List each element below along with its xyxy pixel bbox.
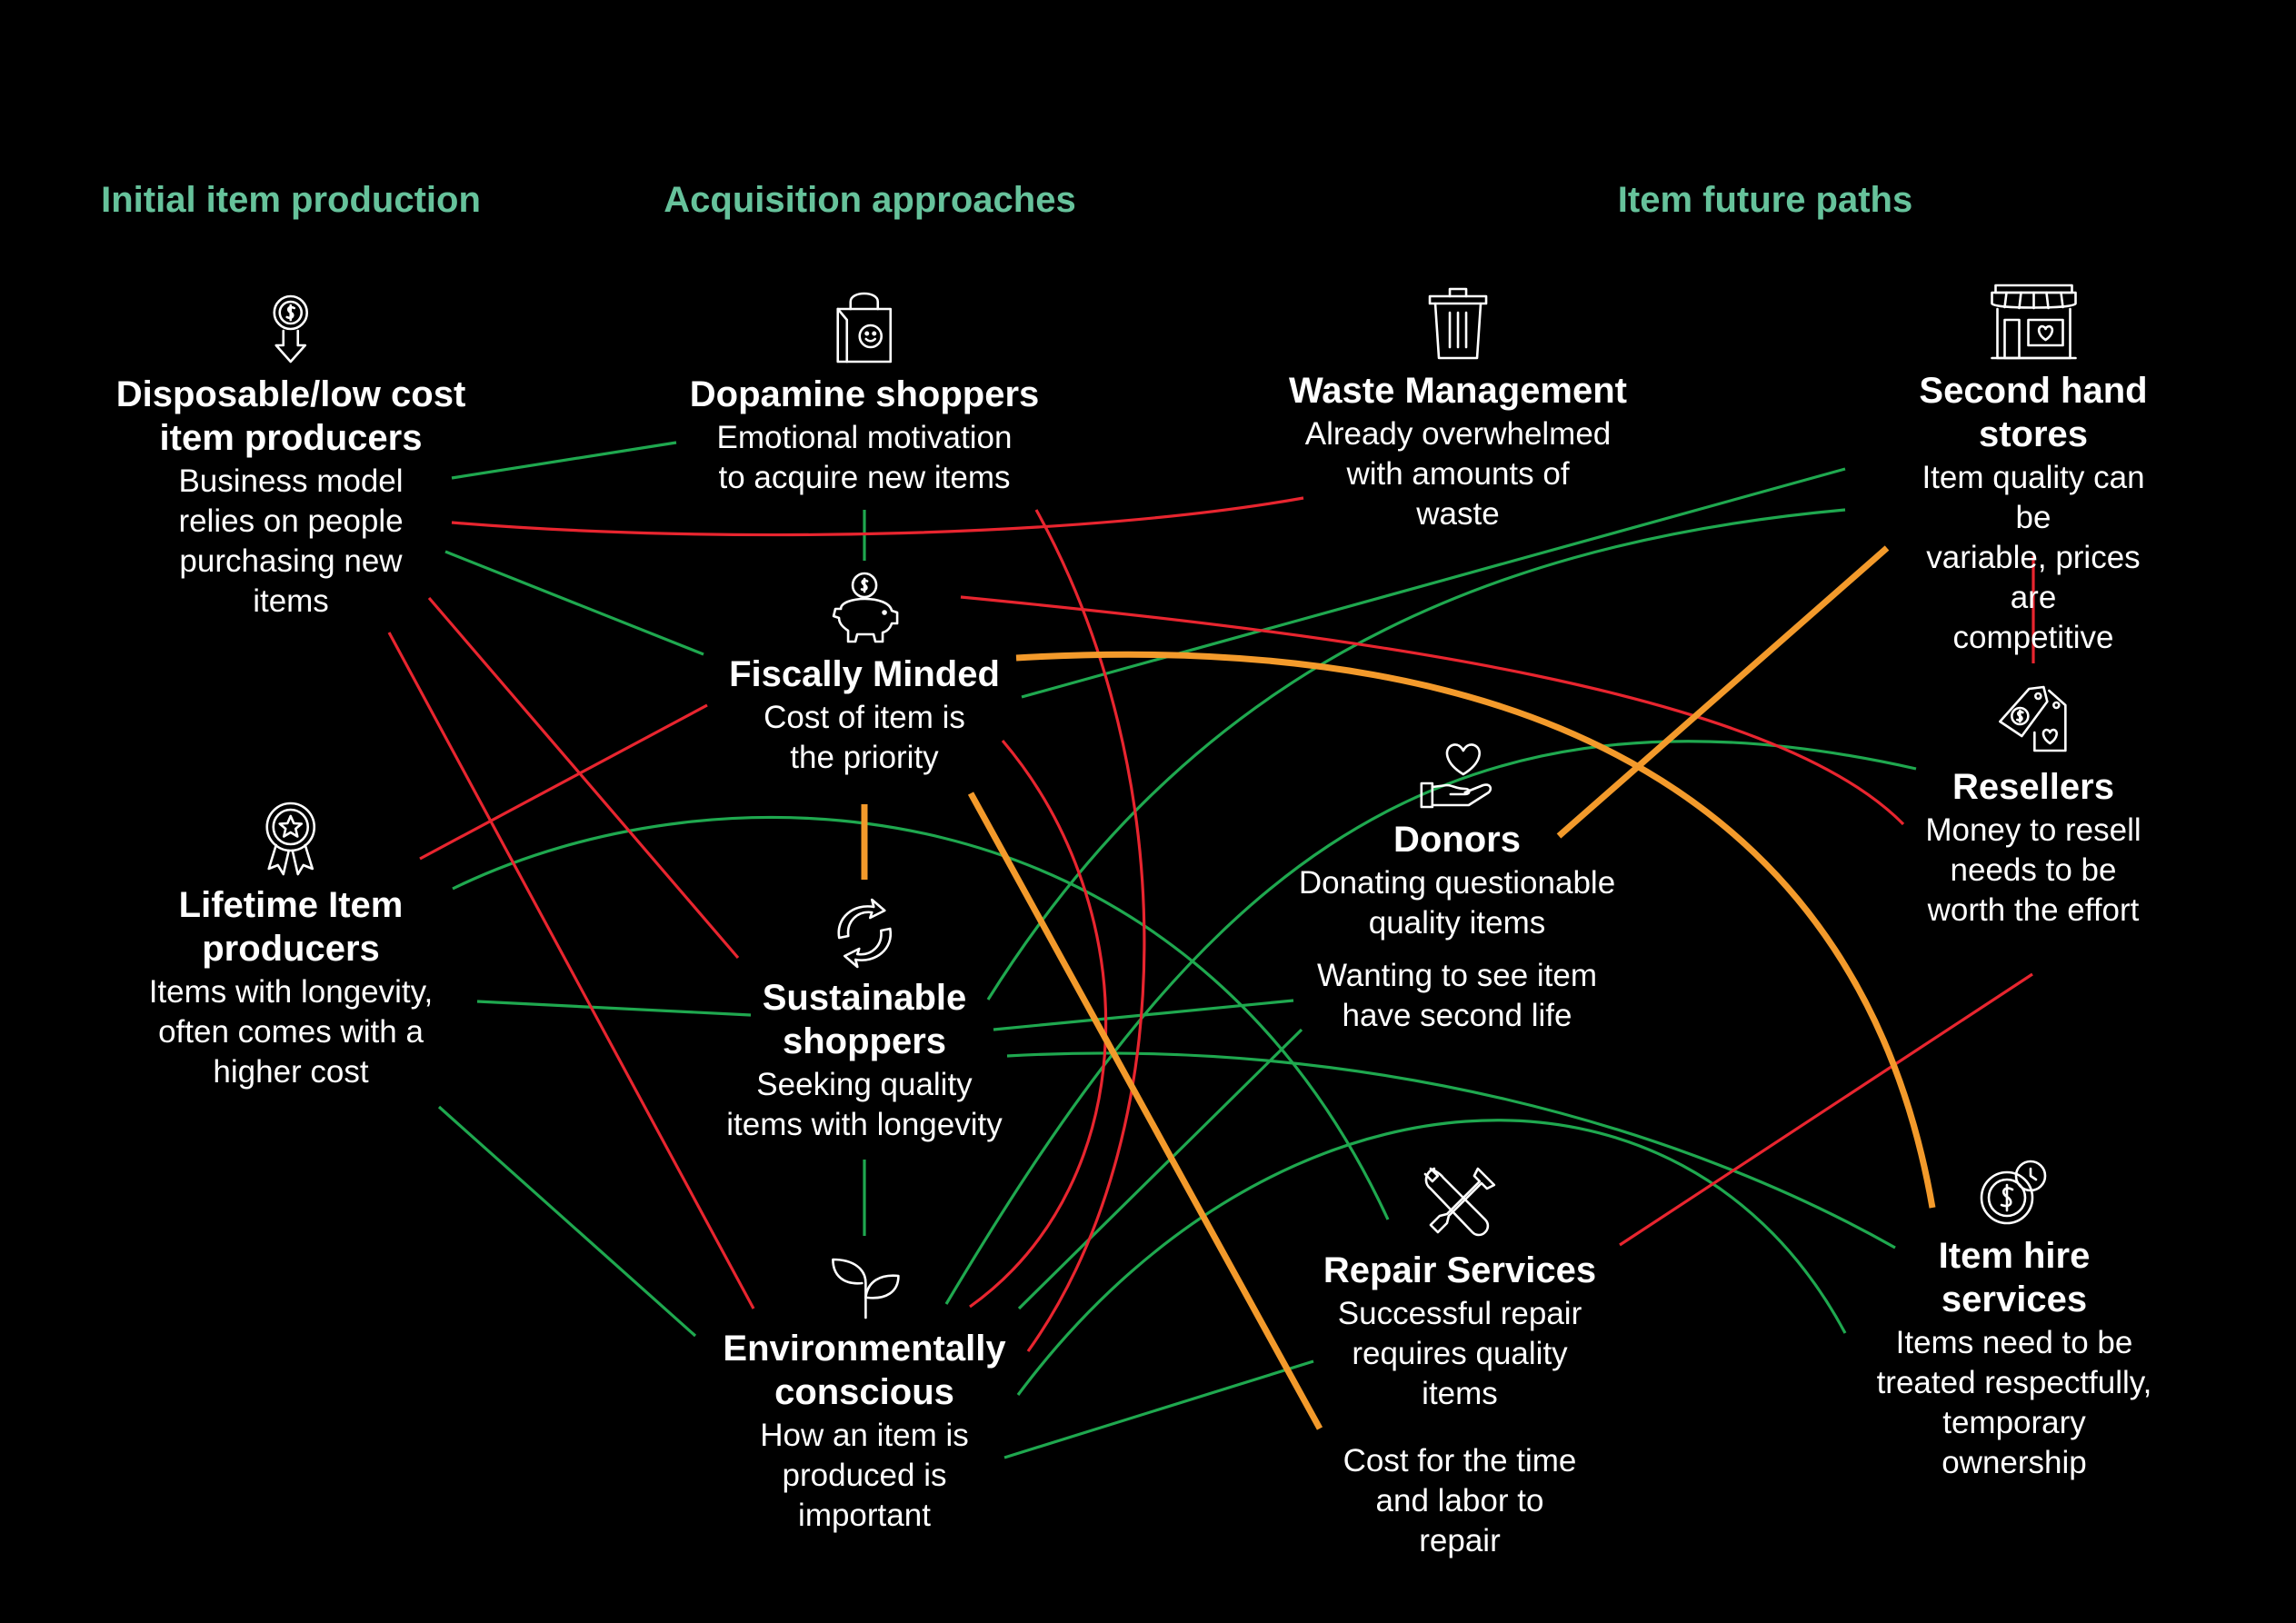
link-lifetime-repair bbox=[452, 815, 1390, 1220]
node-description: How an item is produced is important bbox=[760, 1418, 969, 1533]
strong-links bbox=[861, 545, 1936, 1430]
link-environmental-fiscal-area bbox=[944, 740, 1917, 1305]
heart-hand-icon bbox=[1420, 743, 1492, 809]
node-donors: Donors Donating questionable quality ite… bbox=[1299, 738, 1615, 943]
node-lifetime-producers: Lifetime Item producers Items with longe… bbox=[148, 802, 434, 1092]
link-disposable-waste bbox=[451, 496, 1304, 537]
recycle-icon bbox=[837, 898, 892, 969]
node-description: Donating questionable quality items bbox=[1298, 865, 1616, 941]
shopping-bag-icon bbox=[836, 292, 893, 363]
price-tags-icon bbox=[1998, 685, 2067, 752]
link-sustainable-hire bbox=[1006, 1051, 1896, 1250]
node-waste-management: Waste Management Already overwhelmed wit… bbox=[1289, 285, 1627, 534]
trash-bin-icon bbox=[1428, 287, 1488, 360]
link-donors-secondhand bbox=[1556, 545, 1890, 839]
node-description: Items need to be treated respectfully, t… bbox=[1876, 1325, 2152, 1480]
link-disposable-sustainable bbox=[427, 596, 740, 960]
link-disposable-environmental bbox=[387, 632, 755, 1309]
node-title: Donors bbox=[1393, 820, 1521, 860]
link-disposable-fiscal bbox=[444, 550, 704, 656]
header-acquisition-approaches: Acquisition approaches bbox=[664, 180, 1076, 220]
award-ribbon-icon bbox=[265, 802, 316, 876]
node-title: Item hire services bbox=[1938, 1236, 2091, 1319]
link-lifetime-fiscal bbox=[419, 703, 708, 861]
node-title: Repair Services bbox=[1323, 1250, 1597, 1290]
node-second-hand-stores: Second hand stores Item quality can be v… bbox=[1902, 284, 2165, 658]
node-title: Fiscally Minded bbox=[729, 654, 1000, 694]
piggy-bank-icon bbox=[832, 572, 899, 643]
node-disposable-producers: Disposable/low cost item producers Busin… bbox=[115, 293, 466, 622]
link-lifetime-environmental bbox=[437, 1105, 697, 1338]
link-environmental-donors bbox=[1017, 1028, 1303, 1310]
link-fiscal-repair bbox=[967, 792, 1323, 1430]
donors-extra-note: Wanting to see item have second life bbox=[1316, 958, 1598, 1033]
repair-extra-note: Cost for the time and labor to repair bbox=[1343, 1443, 1577, 1558]
link-dopamine-environmental bbox=[1026, 509, 1146, 1352]
header-initial-production: Initial item production bbox=[101, 180, 481, 220]
node-title: Environmentally conscious bbox=[723, 1329, 1006, 1412]
node-description: Items with longevity, often comes with a… bbox=[148, 974, 434, 1090]
header-future-paths: Item future paths bbox=[1617, 180, 1913, 220]
node-description: Already overwhelmed with amounts of wast… bbox=[1304, 416, 1612, 532]
node-description: Business model relies on people purchasi… bbox=[178, 463, 404, 619]
storefront-icon bbox=[1990, 284, 2077, 360]
tools-icon bbox=[1423, 1167, 1496, 1237]
sprout-icon bbox=[831, 1258, 900, 1319]
node-title: Waste Management bbox=[1289, 371, 1627, 411]
node-description: Cost of item is the priority bbox=[764, 700, 965, 775]
node-description: Successful repair requires quality items bbox=[1337, 1296, 1582, 1411]
node-description: Emotional motivation to acquire new item… bbox=[716, 420, 1013, 495]
node-description: Money to resell needs to be worth the ef… bbox=[1925, 812, 2141, 928]
node-title: Sustainable shoppers bbox=[762, 978, 967, 1061]
negative-links bbox=[387, 496, 2035, 1352]
node-resellers: Resellers Money to resell needs to be wo… bbox=[1925, 682, 2141, 931]
node-item-hire-services: Item hire services Items need to be trea… bbox=[1873, 1158, 2155, 1483]
link-lifetime-sustainable bbox=[476, 1000, 752, 1017]
node-title: Resellers bbox=[1952, 767, 2114, 807]
coin-clock-icon bbox=[1980, 1160, 2047, 1225]
coin-arrow-down-icon bbox=[273, 294, 309, 363]
link-repair-resellers bbox=[1619, 972, 2033, 1247]
link-disposable-dopamine bbox=[451, 441, 677, 480]
node-repair-services: Repair Services Successful repair requir… bbox=[1323, 1165, 1596, 1414]
node-dopamine-shoppers: Dopamine shoppers Emotional motivation t… bbox=[689, 289, 1040, 498]
node-description: Seeking quality items with longevity bbox=[726, 1067, 1003, 1142]
link-environmental-repair bbox=[1003, 1359, 1314, 1459]
node-title: Disposable/low cost item producers bbox=[115, 374, 466, 458]
node-sustainable-shoppers: Sustainable shoppers Seeking quality ite… bbox=[726, 898, 1003, 1145]
node-fiscally-minded: Fiscally Minded Cost of item is the prio… bbox=[729, 571, 1000, 778]
node-title: Dopamine shoppers bbox=[689, 374, 1040, 414]
node-title: Second hand stores bbox=[1919, 371, 2148, 454]
positive-links bbox=[437, 441, 1917, 1459]
node-environmentally-conscious: Environmentally conscious How an item is… bbox=[723, 1250, 1006, 1536]
link-fiscal-secondhand bbox=[1021, 467, 1846, 699]
link-fiscal-resellers bbox=[960, 595, 1905, 826]
node-description: Item quality can be variable, prices are… bbox=[1922, 460, 2145, 655]
link-fiscal-hire bbox=[1015, 651, 1936, 1209]
link-environmental-hire bbox=[1016, 1119, 1847, 1396]
node-title: Lifetime Item producers bbox=[178, 885, 404, 969]
